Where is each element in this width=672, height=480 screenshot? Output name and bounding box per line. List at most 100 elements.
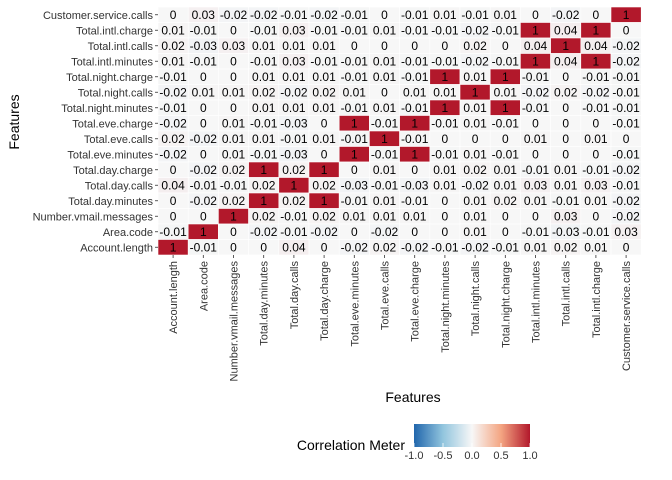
- cell-value-label: -0.01: [341, 8, 369, 22]
- y-tick-label: Total.day.calls: [85, 180, 154, 192]
- cell-value-label: 1: [623, 8, 630, 22]
- cell-value-label: 0: [351, 163, 358, 177]
- cell-value-label: -0.01: [310, 55, 338, 69]
- cell-value-label: 1: [351, 148, 358, 162]
- heatmap-cell-labels: 0 0.03 -0.02 -0.02 -0.01 -0.02 -0.01 0 -0.01 0.01…: [159, 8, 640, 255]
- cell-value-label: -0.03: [190, 39, 218, 53]
- cell-value-label: -0.02: [341, 241, 369, 255]
- cell-value-label: 0.01: [312, 132, 336, 146]
- cell-value-label: -0.01: [582, 163, 610, 177]
- cell-value-label: 0.01: [373, 24, 397, 38]
- cell-value-label: 0: [381, 86, 388, 100]
- cell-value-label: -0.02: [612, 210, 640, 224]
- cell-value-label: 0.01: [433, 179, 457, 193]
- cell-value-label: 0.03: [282, 55, 306, 69]
- cell-value-label: -0.03: [401, 179, 429, 193]
- cell-value-label: 0.02: [312, 210, 336, 224]
- cell-value-label: 0.02: [222, 194, 246, 208]
- cell-value-label: 0.04: [584, 39, 608, 53]
- cell-value-label: -0.01: [341, 55, 369, 69]
- cell-value-label: -0.02: [461, 24, 489, 38]
- legend-tick-label: -0.5: [434, 450, 453, 462]
- cell-value-label: 1: [442, 70, 449, 84]
- cell-value-label: 0.01: [494, 163, 518, 177]
- cell-value-label: 0: [170, 210, 177, 224]
- cell-value-label: -0.01: [401, 24, 429, 38]
- legend-tick-label: 0.5: [493, 450, 508, 462]
- cell-value-label: 0.01: [494, 179, 518, 193]
- cell-value-label: 1: [351, 117, 358, 131]
- cell-value-label: -0.01: [159, 70, 187, 84]
- y-tick-label: Total.eve.charge: [72, 118, 153, 130]
- cell-value-label: -0.01: [612, 117, 640, 131]
- cell-value-label: 0.02: [494, 194, 518, 208]
- cell-value-label: 1: [411, 148, 418, 162]
- cell-value-label: -0.01: [250, 117, 278, 131]
- cell-value-label: -0.02: [250, 8, 278, 22]
- cell-value-label: 0.02: [252, 86, 276, 100]
- cell-value-label: -0.01: [431, 24, 459, 38]
- cell-value-label: 0: [532, 210, 539, 224]
- y-tick-label: Total.intl.charge: [76, 25, 153, 37]
- y-tick-label: Total.night.charge: [66, 72, 153, 84]
- legend-title: Correlation Meter: [297, 437, 405, 453]
- cell-value-label: -0.01: [280, 8, 308, 22]
- cell-value-label: 0: [562, 70, 569, 84]
- heatmap-cells: [157, 6, 642, 256]
- cell-value-label: 1: [442, 101, 449, 115]
- legend: Correlation Meter -1.0 -0.5 0.0 0.5 1.0: [297, 424, 538, 462]
- cell-value-label: -0.01: [401, 194, 429, 208]
- cell-value-label: 0: [170, 8, 177, 22]
- legend-tick-label: 0.0: [464, 450, 479, 462]
- y-tick-label: Total.night.calls: [78, 87, 154, 99]
- cell-value-label: 0: [532, 117, 539, 131]
- cell-value-label: -0.01: [492, 241, 520, 255]
- cell-value-label: -0.01: [552, 194, 580, 208]
- cell-value-label: 0: [623, 132, 630, 146]
- cell-value-label: 0.04: [554, 24, 578, 38]
- cell-value-label: -0.01: [250, 24, 278, 38]
- cell-value-label: -0.01: [190, 55, 218, 69]
- y-tick-label: Total.night.minutes: [61, 103, 153, 115]
- cell-value-label: 0: [230, 24, 237, 38]
- x-axis-title: Features: [385, 389, 440, 405]
- cell-value-label: 1: [532, 24, 539, 38]
- cell-value-label: 1: [562, 39, 569, 53]
- cell-value-label: 0.01: [252, 132, 276, 146]
- cell-value-label: -0.01: [522, 70, 550, 84]
- cell-value-label: 0.02: [282, 194, 306, 208]
- cell-value-label: -0.01: [250, 55, 278, 69]
- cell-value-label: -0.02: [401, 241, 429, 255]
- x-tick-label: Total.day.charge: [319, 261, 331, 341]
- y-tick-label: Customer.service.calls: [43, 10, 154, 22]
- cell-value-label: -0.01: [371, 148, 399, 162]
- cell-value-label: 0.01: [433, 163, 457, 177]
- cell-value-label: 1: [321, 163, 328, 177]
- cell-value-label: 0: [381, 8, 388, 22]
- cell-value-label: -0.03: [280, 148, 308, 162]
- cell-value-label: 0: [200, 117, 207, 131]
- cell-value-label: 0.01: [463, 194, 487, 208]
- cell-value-label: 0: [442, 194, 449, 208]
- cell-value-label: 0: [532, 8, 539, 22]
- y-tick-label: Total.day.minutes: [68, 196, 153, 208]
- cell-value-label: 0.01: [373, 163, 397, 177]
- cell-value-label: 0.01: [373, 194, 397, 208]
- cell-value-label: 0.04: [282, 241, 306, 255]
- cell-value-label: 0: [230, 70, 237, 84]
- cell-value-label: 0.01: [222, 148, 246, 162]
- cell-value-label: -0.01: [280, 225, 308, 239]
- cell-value-label: -0.02: [612, 55, 640, 69]
- cell-value-label: -0.01: [280, 210, 308, 224]
- cell-value-label: 0.04: [161, 179, 185, 193]
- cell-value-label: 0.02: [463, 39, 487, 53]
- cell-value-label: -0.01: [190, 179, 218, 193]
- y-tick-label: Total.eve.calls: [84, 134, 154, 146]
- cell-value-label: -0.01: [341, 101, 369, 115]
- cell-value-label: 0: [502, 225, 509, 239]
- cell-value-label: 0: [321, 117, 328, 131]
- cell-value-label: 0.01: [463, 101, 487, 115]
- cell-value-label: 0.02: [161, 132, 185, 146]
- cell-value-label: -0.02: [190, 163, 218, 177]
- cell-value-label: 0: [562, 117, 569, 131]
